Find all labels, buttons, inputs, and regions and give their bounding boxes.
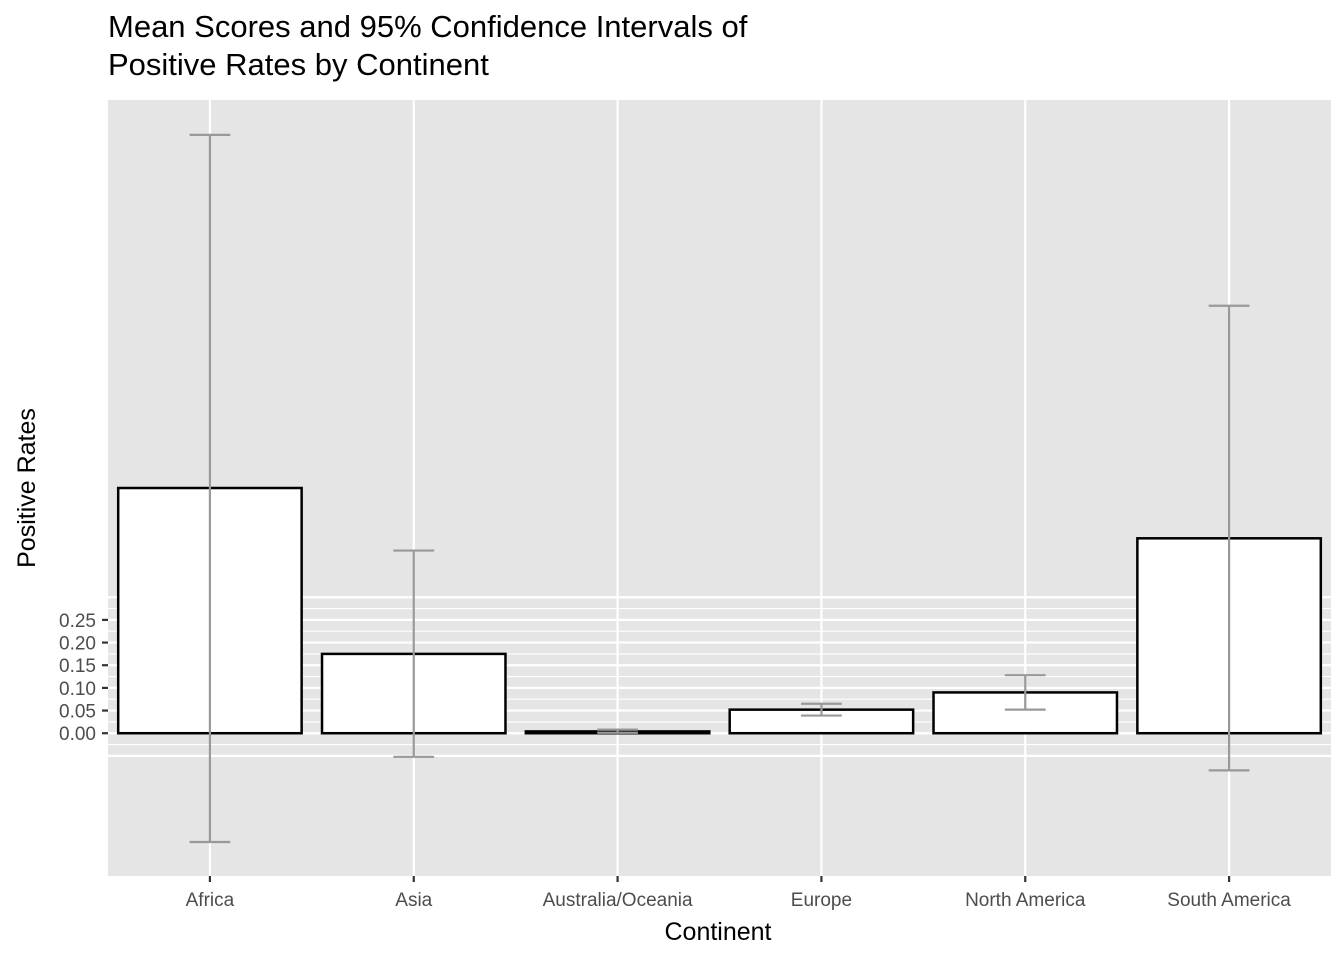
x-axis-title: Continent [664,918,771,946]
y-tick-label: 0.25 [59,611,96,632]
y-axis-title: Positive Rates [13,408,41,568]
y-tick-label: 0.10 [59,679,96,700]
error-bars [189,133,1250,844]
y-tick-label: 0.00 [59,724,96,745]
x-tick-label: North America [965,890,1086,911]
x-tick-label: South America [1167,890,1291,911]
chart-title-line-2: Positive Rates by Continent [108,47,489,82]
x-tick-label: Asia [395,890,432,911]
x-axis: Africa Asia Australia/Oceania Europe North A… [186,876,1291,911]
x-tick-label: Africa [186,890,235,911]
plot-panel [108,100,1331,876]
chart-title: Mean Scores and 95% Confidence Intervals… [108,8,747,84]
horizontal-gridlines [108,596,1331,757]
x-tick-label: Australia/Oceania [543,890,693,911]
x-tick-label: Europe [791,890,852,911]
y-tick-label: 0.20 [59,634,96,655]
chart-title-line-1: Mean Scores and 95% Confidence Intervals… [108,9,748,44]
y-axis: 0.000.050.100.150.200.25 [59,611,108,745]
y-tick-label: 0.05 [59,702,96,723]
y-tick-label: 0.15 [59,656,96,677]
